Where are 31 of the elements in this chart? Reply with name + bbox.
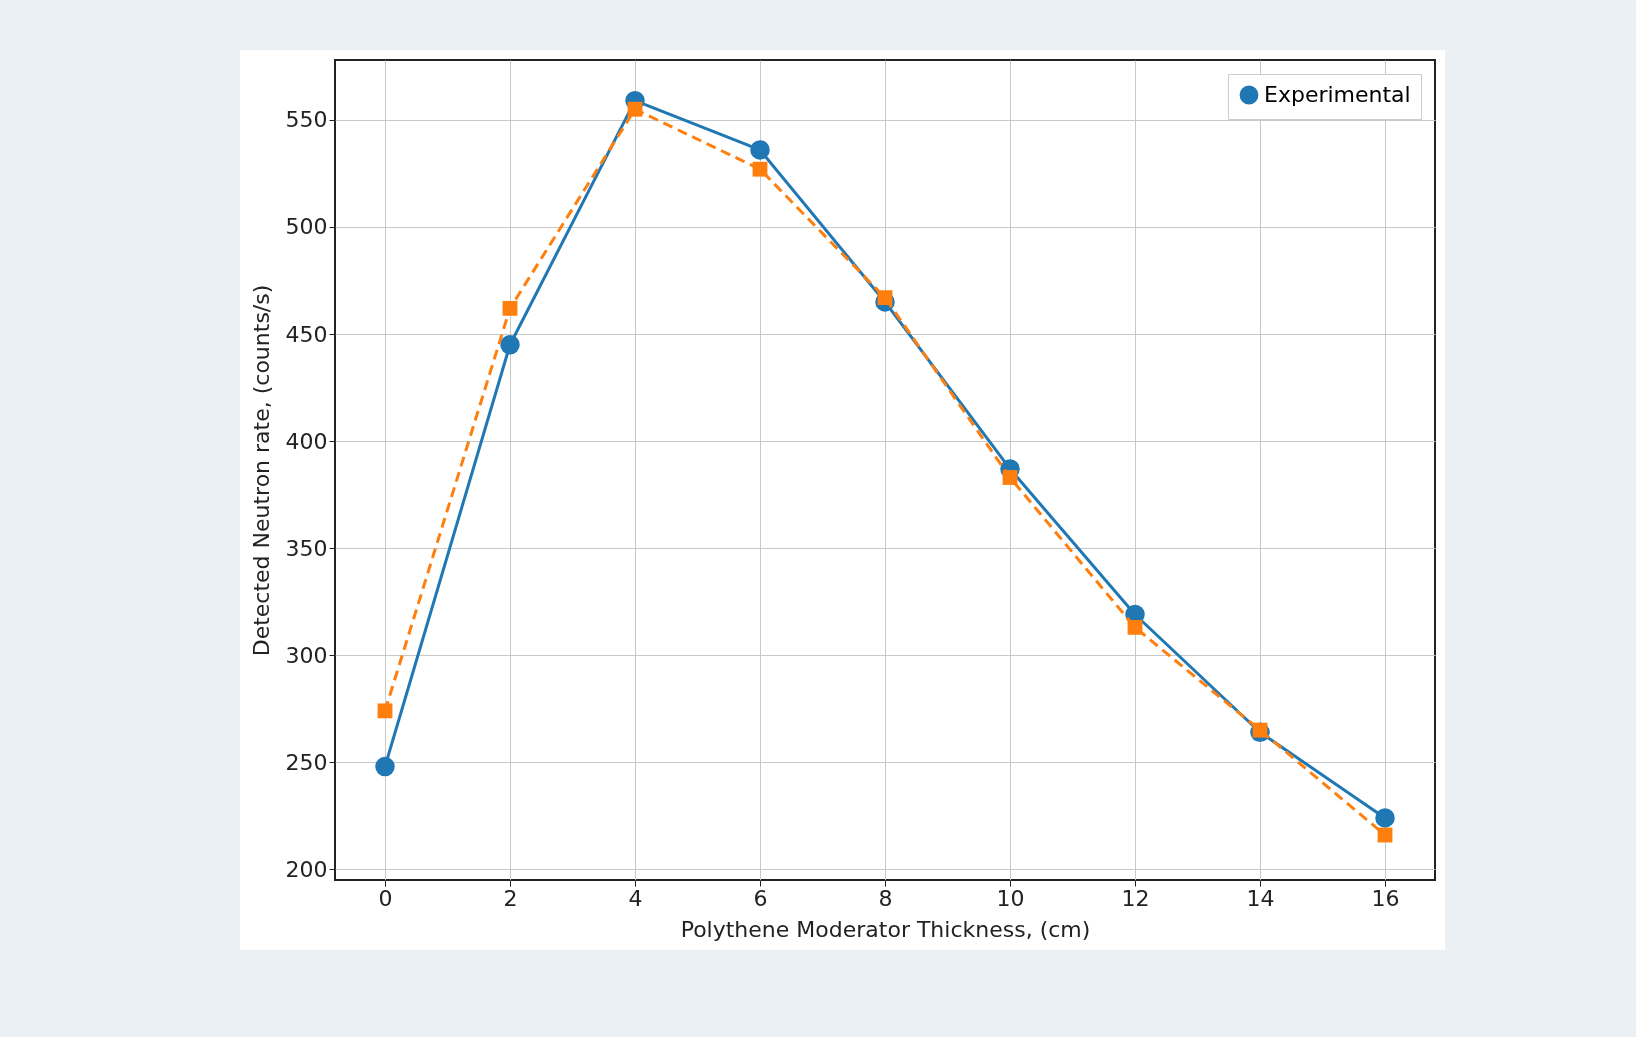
point (627, 101, 643, 117)
point (1002, 470, 1018, 485)
point (375, 756, 395, 777)
point (750, 140, 770, 160)
x-tick-label: 4 (628, 885, 643, 911)
point (1375, 808, 1395, 828)
x-axis-title: Polythene Moderator Thickness, (cm) (680, 916, 1091, 942)
y-tick-label: 200 (285, 856, 328, 882)
point (500, 335, 520, 355)
point (377, 703, 393, 719)
y-tick-label: 250 (285, 749, 328, 775)
x-tick-label: 10 (996, 885, 1025, 911)
y-tick-label: 350 (285, 535, 328, 561)
y-tick-label: 400 (285, 428, 328, 454)
point (752, 161, 768, 177)
y-tick-label: 550 (285, 107, 328, 133)
point (1127, 619, 1143, 635)
x-tick-label: 12 (1121, 885, 1150, 911)
x-tick-label: 0 (378, 885, 393, 911)
x-tick-label: 6 (753, 885, 768, 911)
x-tick-label: 16 (1371, 885, 1400, 911)
y-tick-label: 300 (285, 642, 328, 668)
x-tick-label: 8 (878, 885, 893, 911)
legend-label: Experimental (1264, 82, 1411, 107)
point (502, 300, 518, 316)
y-tick-label: 450 (285, 321, 328, 347)
point (877, 290, 893, 306)
x-tick-label: 2 (503, 885, 518, 911)
y-axis-title: Detected Neutron rate, (counts/s) (248, 284, 274, 657)
y-tick-label: 500 (285, 214, 328, 240)
x-tick-label: 14 (1246, 885, 1275, 911)
